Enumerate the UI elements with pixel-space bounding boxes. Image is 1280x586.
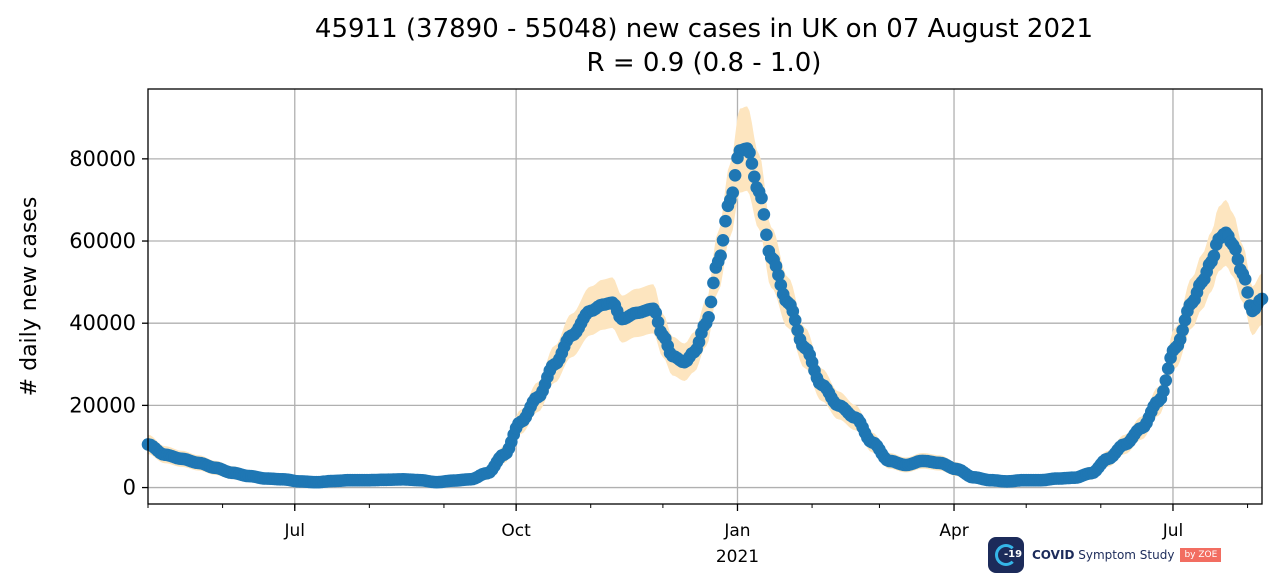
data-point	[1229, 243, 1242, 256]
data-point	[772, 268, 785, 282]
y-axis-label: # daily new cases	[17, 197, 42, 397]
data-point	[726, 186, 739, 199]
x-tick-sublabel: 2021	[716, 547, 759, 567]
logo-text: COVID Symptom Study	[1032, 548, 1174, 562]
y-tick-label: 80000	[69, 147, 136, 171]
covid-logo-icon: -19	[988, 537, 1024, 573]
plot-area	[148, 89, 1262, 504]
x-tick-label: Jul	[284, 521, 306, 541]
data-point	[1176, 324, 1189, 337]
data-point	[1159, 374, 1173, 387]
plot-frame	[147, 88, 1263, 505]
x-tick-label: Apr	[939, 521, 968, 541]
data-point	[743, 146, 756, 159]
data-point	[757, 208, 771, 221]
logo-badge-text: -19	[1004, 549, 1023, 560]
x-tick-label: Oct	[501, 521, 531, 541]
y-tick-label: 20000	[69, 393, 136, 417]
covid-symptom-study-logo: -19 COVID Symptom Study by ZOE	[988, 536, 1222, 574]
y-tick-label: 40000	[69, 311, 136, 335]
data-point	[745, 157, 759, 170]
data-point	[719, 214, 732, 228]
y-tick-label: 60000	[69, 229, 136, 253]
data-point	[707, 276, 720, 290]
data-point	[1231, 253, 1245, 266]
chart-subtitle: R = 0.9 (0.8 - 1.0)	[586, 48, 822, 78]
series-points	[141, 142, 1269, 489]
data-point	[704, 295, 718, 309]
data-point	[1241, 286, 1254, 299]
data-point	[1161, 362, 1175, 375]
data-point	[748, 170, 761, 184]
data-point	[728, 169, 742, 182]
data-point	[788, 313, 802, 327]
data-point	[1238, 273, 1252, 286]
chart-title: 45911 (37890 - 55048) new cases in UK on…	[314, 14, 1094, 44]
data-point	[714, 249, 727, 262]
data-point	[1157, 384, 1170, 398]
data-point	[1207, 249, 1221, 263]
data-point	[755, 191, 768, 205]
data-point	[716, 234, 730, 247]
data-point	[649, 306, 662, 320]
y-tick-label: 0	[123, 476, 136, 500]
data-point	[760, 228, 773, 242]
logo-bold-text: COVID	[1032, 548, 1075, 562]
x-tick-label: Jul	[1162, 521, 1184, 541]
logo-by-zoe: by ZOE	[1180, 548, 1222, 562]
x-tick-label: Jan	[723, 521, 750, 541]
data-point	[702, 311, 715, 324]
logo-rest-text: Symptom Study	[1078, 548, 1175, 562]
